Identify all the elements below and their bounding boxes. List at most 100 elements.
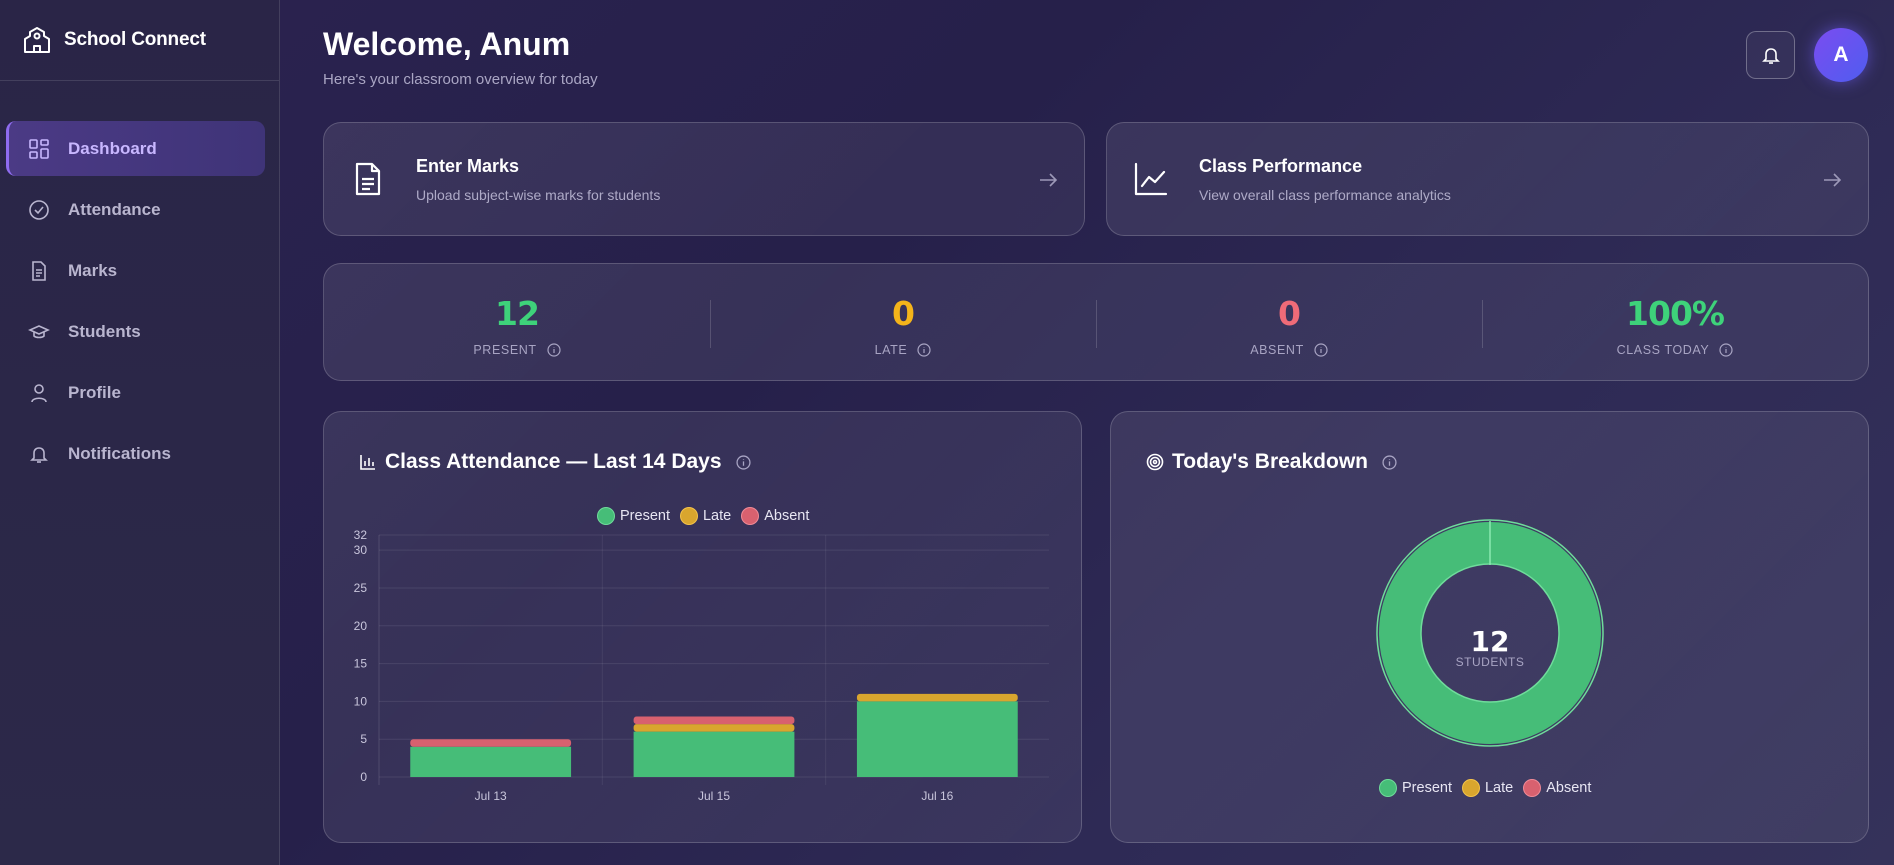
line-chart-icon (1134, 162, 1168, 196)
bar-late (856, 693, 1018, 702)
panel-title: Class Attendance — Last 14 Days (359, 450, 751, 474)
donut-center-value: 12 (1471, 625, 1510, 658)
info-icon[interactable] (1719, 343, 1733, 357)
bar-present (410, 746, 572, 777)
sidebar-item-label: Students (68, 321, 141, 341)
donut-outer-ring (1376, 519, 1604, 747)
target-icon (1146, 453, 1164, 471)
document-icon (355, 162, 381, 196)
y-tick-label: 0 (360, 770, 367, 784)
legend-label: Late (702, 508, 732, 524)
stat-class-today: 100% CLASS TODAY (1482, 264, 1868, 380)
legend-swatch-absent (1523, 779, 1542, 797)
sidebar-item-marks[interactable]: Marks (6, 243, 265, 298)
panel-title: Today's Breakdown (1146, 450, 1397, 474)
school-icon (24, 27, 50, 53)
sidebar-item-students[interactable]: Students (6, 304, 265, 359)
stat-label: PRESENT (473, 343, 537, 357)
info-icon[interactable] (917, 343, 931, 357)
x-tick-label: Jul 13 (475, 789, 507, 803)
bar-present (633, 731, 795, 777)
legend-label: Present (1402, 780, 1452, 796)
sidebar-nav: Dashboard Attendance Marks Students Prof… (0, 81, 279, 481)
y-tick-label: 32 (354, 528, 368, 542)
breakdown-chart-title: Today's Breakdown (1172, 450, 1368, 473)
notifications-button[interactable] (1746, 31, 1795, 79)
bell-icon (30, 446, 48, 463)
x-tick-label: Jul 16 (921, 789, 953, 803)
legend-label: Present (620, 508, 670, 524)
stat-absent: 0 ABSENT (1096, 264, 1482, 380)
bar-absent (410, 739, 572, 747)
info-icon[interactable] (735, 454, 751, 470)
stat-present: 12 PRESENT (324, 264, 710, 380)
stat-label: ABSENT (1250, 343, 1304, 357)
stat-value: 0 (1278, 294, 1301, 333)
legend-item-late[interactable]: Late (1461, 779, 1514, 797)
sidebar-item-label: Marks (68, 260, 118, 280)
attendance-chart-title: Class Attendance — Last 14 Days (385, 450, 722, 473)
info-icon[interactable] (547, 343, 561, 357)
sidebar-item-notifications[interactable]: Notifications (6, 426, 265, 481)
stat-label: LATE (874, 343, 908, 357)
legend-item-absent[interactable]: Absent (741, 507, 809, 525)
legend-label: Absent (1546, 780, 1592, 796)
user-icon (31, 383, 47, 402)
arrow-right-icon (1040, 173, 1058, 187)
sidebar-item-label: Attendance (68, 199, 161, 219)
y-tick-label: 10 (354, 694, 368, 708)
y-tick-label: 20 (354, 619, 368, 633)
donut-center-label: STUDENTS (1456, 655, 1525, 669)
y-tick-label: 25 (354, 581, 368, 595)
attendance-legend: Present Late Absent (597, 507, 819, 525)
legend-label: Absent (764, 508, 810, 524)
legend-label: Late (1484, 780, 1514, 796)
legend-swatch-present (597, 507, 615, 525)
action-title: Class Performance (1199, 155, 1363, 176)
stat-late: 0 LATE (710, 264, 1096, 380)
sidebar-item-attendance[interactable]: Attendance (6, 182, 265, 237)
stats-bar: 12 PRESENT 0 LATE 0 ABSENT 100% CLASS TO… (323, 263, 1869, 381)
breakdown-panel: Today's Breakdown 12 STUDENTS Present La… (1110, 411, 1869, 843)
info-icon[interactable] (1382, 454, 1397, 470)
legend-swatch-late (1461, 779, 1480, 797)
avatar[interactable]: A (1814, 28, 1868, 82)
legend-item-absent[interactable]: Absent (1523, 779, 1591, 797)
sidebar-item-label: Profile (68, 382, 121, 402)
stat-label: CLASS TODAY (1616, 343, 1710, 357)
action-title: Enter Marks (416, 155, 520, 176)
arrow-right-icon (1824, 173, 1842, 187)
legend-swatch-absent (741, 507, 760, 525)
y-tick-label: 15 (354, 657, 368, 671)
document-icon (32, 260, 46, 281)
attendance-panel: Class Attendance — Last 14 Days Present … (323, 411, 1082, 843)
breakdown-legend: Present Late Absent (1379, 779, 1601, 797)
stat-value: 0 (892, 294, 915, 333)
brand[interactable]: School Connect (0, 0, 279, 81)
enter-marks-card[interactable]: Enter Marks Upload subject-wise marks fo… (323, 122, 1085, 236)
stat-value: 100% (1626, 294, 1725, 333)
info-icon[interactable] (1314, 343, 1328, 357)
breakdown-donut-chart: 12 STUDENTS (1376, 519, 1604, 747)
stat-value: 12 (495, 294, 540, 333)
sidebar-item-label: Dashboard (68, 138, 157, 158)
page-subtitle: Here's your classroom overview for today (323, 71, 598, 88)
page-title: Welcome, Anum (323, 26, 571, 62)
legend-item-present[interactable]: Present (1379, 779, 1452, 797)
x-tick-label: Jul 15 (698, 789, 730, 803)
action-description: View overall class performance analytics (1199, 186, 1451, 203)
bar-absent (633, 716, 795, 725)
check-circle-icon (29, 199, 49, 220)
legend-item-present[interactable]: Present (597, 507, 670, 525)
sidebar-item-label: Notifications (68, 443, 171, 463)
graduation-cap-icon (28, 324, 50, 338)
class-performance-card[interactable]: Class Performance View overall class per… (1106, 122, 1869, 236)
legend-swatch-present (1379, 779, 1397, 797)
sidebar-item-dashboard[interactable]: Dashboard (6, 121, 265, 176)
sidebar-item-profile[interactable]: Profile (6, 365, 265, 420)
legend-item-late[interactable]: Late (679, 507, 732, 525)
action-description: Upload subject-wise marks for students (416, 186, 661, 203)
bell-icon (1761, 48, 1780, 64)
bar-chart-icon (360, 455, 375, 470)
